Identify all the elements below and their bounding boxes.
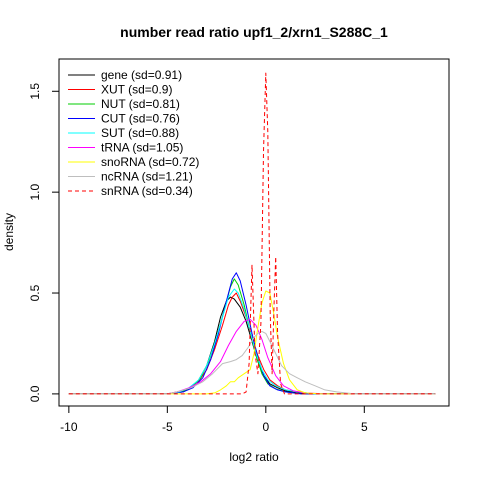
x-axis-label: log2 ratio bbox=[229, 450, 279, 464]
series-line-4 bbox=[68, 288, 436, 395]
legend-label-5: tRNA (sd=1.05) bbox=[101, 141, 183, 155]
series-line-3 bbox=[68, 272, 436, 395]
legend-label-2: NUT (sd=0.81) bbox=[101, 97, 180, 111]
y-axis-label: density bbox=[2, 213, 16, 251]
chart-title: number read ratio upf1_2/xrn1_S288C_1 bbox=[120, 24, 388, 40]
x-tick-label: 0 bbox=[262, 420, 269, 434]
series-line-8 bbox=[68, 72, 436, 395]
legend-label-6: snoRNA (sd=0.72) bbox=[101, 155, 199, 169]
y-axis: 0.0 0.5 1.0 1.5 bbox=[28, 83, 60, 402]
legend-label-4: SUT (sd=0.88) bbox=[101, 126, 179, 140]
legend-label-1: XUT (sd=0.9) bbox=[101, 83, 172, 97]
x-axis: -10 -5 0 5 bbox=[60, 405, 368, 434]
legend-label-8: snRNA (sd=0.34) bbox=[101, 184, 193, 198]
legend-label-7: ncRNA (sd=1.21) bbox=[101, 170, 193, 184]
y-tick-label: 0.0 bbox=[28, 385, 42, 402]
y-tick-label: 1.5 bbox=[28, 83, 42, 100]
series-line-5 bbox=[68, 318, 436, 395]
series-line-0 bbox=[68, 296, 436, 395]
legend-label-3: CUT (sd=0.76) bbox=[101, 112, 180, 126]
x-tick-label: -5 bbox=[162, 420, 173, 434]
y-tick-label: 0.5 bbox=[28, 284, 42, 301]
legend: gene (sd=0.91)XUT (sd=0.9)NUT (sd=0.81)C… bbox=[68, 68, 199, 198]
y-tick-label: 1.0 bbox=[28, 183, 42, 200]
plot-area bbox=[68, 72, 436, 395]
series-line-1 bbox=[68, 292, 436, 395]
x-tick-label: 5 bbox=[361, 420, 368, 434]
series-line-6 bbox=[68, 290, 436, 395]
x-tick-label: -10 bbox=[60, 420, 78, 434]
legend-label-0: gene (sd=0.91) bbox=[101, 68, 182, 82]
